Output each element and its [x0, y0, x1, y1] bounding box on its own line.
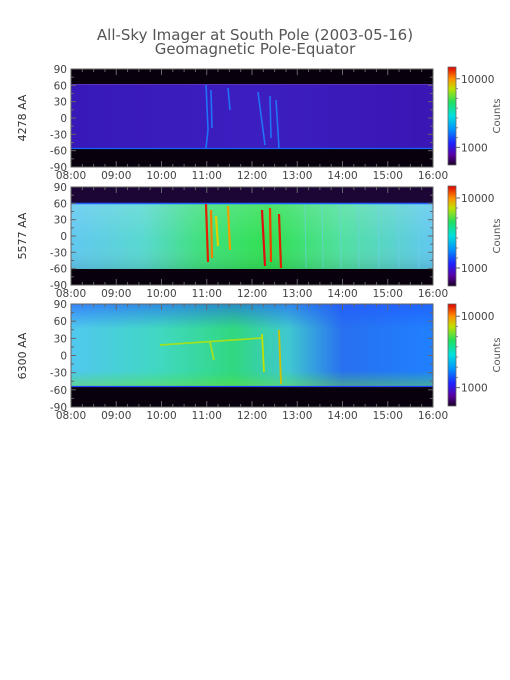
y-tick-label: -90 [50, 402, 67, 414]
y-tick-label: -30 [50, 247, 67, 259]
event-streaks [159, 329, 282, 385]
y-tick-label: -60 [50, 146, 67, 158]
colorbar-4278 [448, 67, 456, 165]
colorbar-tick-label: 1000 [461, 383, 488, 395]
y-tick-label: 30 [54, 333, 67, 345]
data-band-shade [71, 304, 433, 387]
chart-title: All-Sky Imager at South Pole (2003-05-16… [97, 26, 413, 44]
x-tick-label: 09:00 [101, 410, 131, 422]
y-tick-label: -90 [50, 162, 67, 174]
x-tick-label: 12:00 [237, 410, 267, 422]
colorbar-tick-label: 10000 [461, 74, 494, 86]
x-tick-label: 15:00 [373, 288, 403, 300]
colorbar-frame [447, 185, 457, 287]
x-tick-label: 15:00 [373, 410, 403, 422]
y-tick-label: -90 [50, 280, 67, 292]
y-tick-label: -60 [50, 264, 67, 276]
y-tick-label: -30 [50, 129, 67, 141]
y-tick-label: 30 [54, 215, 67, 227]
y-axis-label: 4278 AA [16, 94, 29, 141]
x-tick-label: 15:00 [373, 170, 403, 182]
x-tick-label: 08:00 [56, 410, 86, 422]
colorbar-6300 [448, 304, 456, 406]
y-tick-label: 0 [60, 351, 67, 363]
x-tick-label: 09:00 [101, 288, 131, 300]
x-tick-label: 08:00 [56, 170, 86, 182]
chart-subtitle: Geomagnetic Pole-Equator [155, 40, 356, 58]
y-tick-label: 60 [54, 80, 67, 92]
colorbar-labels-layer: 10000 1000 Counts 10000 1000 Counts 10000 1000 C… [447, 66, 503, 407]
x-tick-label: 12:00 [237, 288, 267, 300]
x-tick-label: 11:00 [192, 288, 222, 300]
colorbars [448, 67, 456, 406]
y-axis-label: 5577 AA [16, 212, 29, 259]
x-tick-label: 14:00 [327, 170, 357, 182]
event-streaks [205, 83, 280, 149]
event-streaks [204, 203, 283, 269]
x-tick-label: 14:00 [327, 288, 357, 300]
x-tick-label: 10:00 [146, 288, 176, 300]
y-tick-label: 60 [54, 316, 67, 328]
x-tick-label: 10:00 [146, 170, 176, 182]
x-tick-label: 16:00 [418, 410, 448, 422]
y-tick-label: 60 [54, 198, 67, 210]
colorbar-label: Counts [492, 219, 503, 254]
colorbar-tick-label: 1000 [461, 263, 488, 275]
data-band [71, 84, 433, 149]
colorbar-tick-label: 10000 [461, 193, 494, 205]
y-tick-label: 0 [60, 113, 67, 125]
panel-5577 [71, 187, 433, 285]
x-tick-label: 16:00 [418, 288, 448, 300]
y-tick-label: 30 [54, 97, 67, 109]
x-tick-label: 13:00 [282, 410, 312, 422]
x-tick-label: 11:00 [192, 410, 222, 422]
data-band-shade [71, 203, 433, 269]
y-tick-label: 0 [60, 231, 67, 243]
y-tick-label: -30 [50, 368, 67, 380]
x-tick-label: 11:00 [192, 170, 222, 182]
y-axis-label: 6300 AA [16, 332, 29, 379]
y-tick-label: 90 [54, 64, 67, 76]
x-tick-label: 13:00 [282, 288, 312, 300]
colorbar-5577 [448, 186, 456, 286]
colorbar-frame [447, 303, 457, 407]
texture-streaks [304, 203, 420, 269]
colorbar-label: Counts [492, 338, 503, 373]
colorbar-tick-label: 1000 [461, 142, 488, 154]
panel-4278 [71, 69, 433, 167]
colorbar-frame [447, 66, 457, 166]
colorbar-tick-label: 10000 [461, 311, 494, 323]
y-tick-label: -60 [50, 385, 67, 397]
panel-6300 [71, 304, 433, 407]
x-tick-label: 16:00 [418, 170, 448, 182]
y-tick-label: 90 [54, 299, 67, 311]
colorbar-label: Counts [492, 99, 503, 134]
x-tick-label: 09:00 [101, 170, 131, 182]
x-tick-label: 14:00 [327, 410, 357, 422]
x-tick-label: 13:00 [282, 170, 312, 182]
x-tick-label: 08:00 [56, 288, 86, 300]
y-tick-label: 90 [54, 182, 67, 194]
x-tick-label: 12:00 [237, 170, 267, 182]
x-tick-label: 10:00 [146, 410, 176, 422]
